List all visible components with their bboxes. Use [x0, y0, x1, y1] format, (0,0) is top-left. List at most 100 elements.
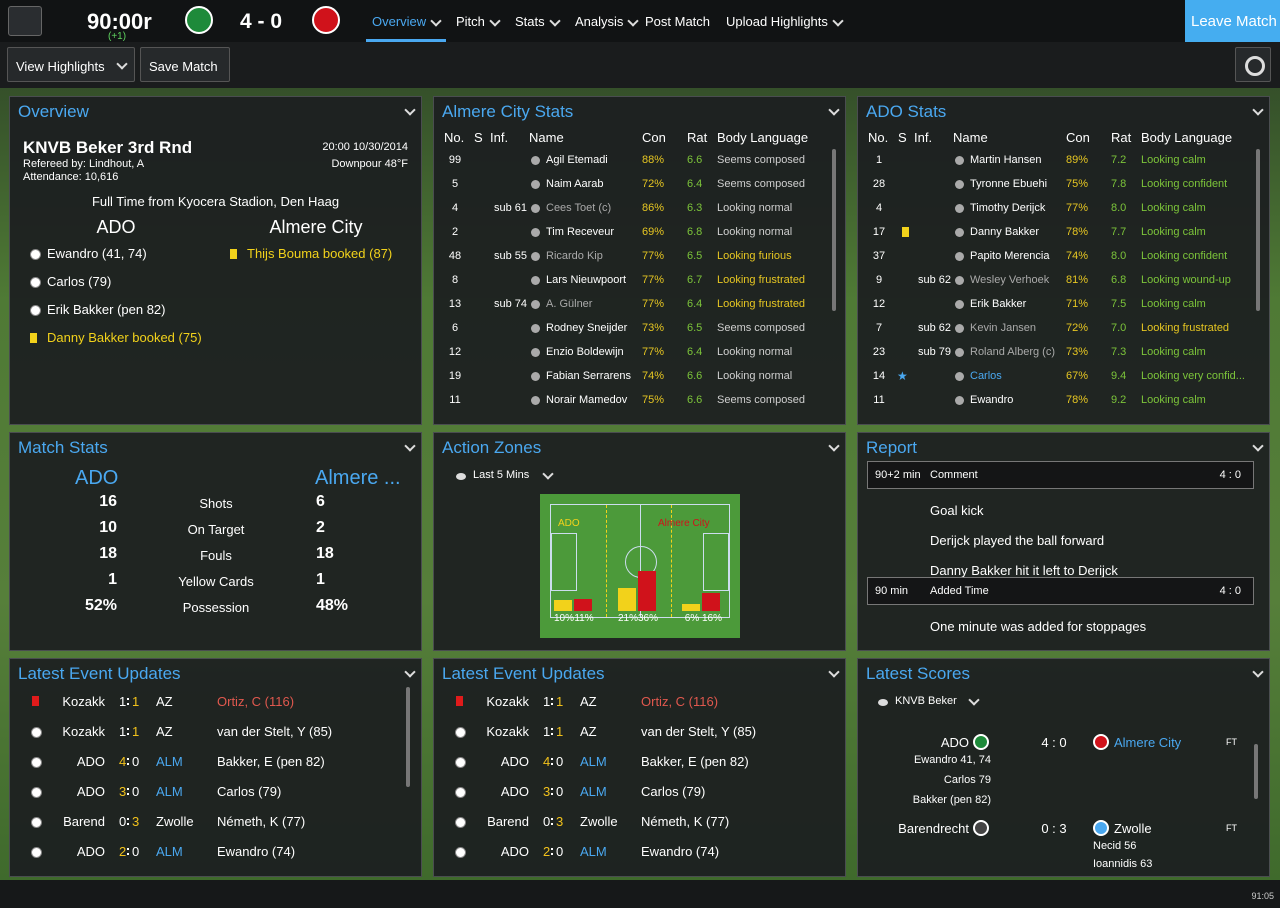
- info-icon: [531, 300, 540, 309]
- home-team[interactable]: ADO: [940, 735, 969, 750]
- chevron[interactable]: [404, 666, 416, 678]
- home-team: Barend: [63, 814, 105, 829]
- condition: 77%: [642, 298, 665, 310]
- save-button[interactable]: Save Match: [140, 47, 230, 82]
- away-stat: 2: [316, 519, 325, 536]
- home-team: ADO: [96, 217, 136, 237]
- goal-icon: [30, 305, 41, 316]
- scorer: Bakker (pen 82): [912, 794, 991, 806]
- player-name[interactable]: Carlos: [970, 370, 1002, 382]
- home-team: ADO: [500, 844, 529, 859]
- home-stat: 1: [108, 571, 117, 588]
- player-name[interactable]: Enzio Boldewijn: [546, 346, 624, 358]
- home-team[interactable]: Barendrecht: [898, 821, 969, 836]
- goal-icon: [455, 817, 466, 828]
- nav-item[interactable]: Post Match: [645, 14, 711, 29]
- goal-icon: [31, 817, 42, 828]
- player-name[interactable]: Ricardo Kip: [546, 250, 603, 262]
- event-description: Németh, K (77): [217, 814, 306, 829]
- chevron[interactable]: [404, 104, 416, 116]
- player-name[interactable]: Tyronne Ebuehi: [970, 178, 1048, 190]
- panel-title[interactable]: Match Stats: [18, 438, 108, 457]
- condition: 73%: [1066, 346, 1089, 358]
- stat-label: Possession: [182, 600, 250, 615]
- chevron[interactable]: [828, 666, 840, 678]
- player-name[interactable]: Kevin Jansen: [970, 322, 1037, 334]
- player-name[interactable]: Agil Etemadi: [546, 154, 608, 166]
- zone-bar: [682, 604, 700, 611]
- player-name[interactable]: Ewandro: [970, 394, 1014, 406]
- player-name[interactable]: Cees Toet (c): [546, 202, 612, 214]
- player-name[interactable]: Papito Merencia: [970, 250, 1050, 262]
- player-name[interactable]: Naim Aarab: [546, 178, 604, 190]
- chevron[interactable]: [828, 104, 840, 116]
- chevron[interactable]: [404, 440, 416, 452]
- added-time: (+1): [108, 31, 127, 42]
- player-stats-panel: Almere City Stats No. S Inf. Name Con Rat Body …: [433, 96, 846, 425]
- player-name[interactable]: Roland Alberg (c): [970, 346, 1055, 358]
- nav-item[interactable]: Analysis: [575, 14, 624, 29]
- settings-button[interactable]: [1235, 47, 1271, 82]
- eye-icon: [456, 473, 466, 480]
- zone-divider: [671, 505, 672, 617]
- chevron[interactable]: [1252, 440, 1264, 452]
- player-name[interactable]: Norair Mamedov: [546, 394, 628, 406]
- highlights-label[interactable]: View Highlights: [16, 59, 105, 74]
- player-name[interactable]: Timothy Derijck: [970, 202, 1046, 214]
- body-language: Looking confident: [1141, 250, 1228, 262]
- leave-button[interactable]: Leave Match: [1185, 0, 1280, 42]
- panel-title[interactable]: Almere City Stats: [442, 102, 574, 121]
- home-team: ADO: [75, 467, 119, 489]
- chevron[interactable]: [968, 694, 980, 706]
- player-name[interactable]: A. Gülner: [546, 298, 593, 310]
- nav-item[interactable]: Stats: [515, 14, 545, 29]
- condition: 77%: [642, 274, 665, 286]
- player-name[interactable]: Danny Bakker: [970, 226, 1040, 238]
- highlights-button[interactable]: View Highlights: [7, 47, 135, 82]
- save-label[interactable]: Save Match: [149, 59, 218, 74]
- goal-icon: [455, 727, 466, 738]
- condition: 72%: [642, 178, 665, 190]
- panel-title[interactable]: Latest Event Updates: [18, 664, 181, 683]
- chevron[interactable]: [828, 440, 840, 452]
- away-team[interactable]: Zwolle: [1114, 821, 1152, 836]
- panel-title[interactable]: Latest Scores: [866, 664, 970, 683]
- chevron[interactable]: [1252, 666, 1264, 678]
- player-name[interactable]: Erik Bakker: [970, 298, 1027, 310]
- player-name[interactable]: Wesley Verhoek: [970, 274, 1050, 286]
- chevron[interactable]: [542, 468, 554, 480]
- filter[interactable]: Last 5 Mins: [473, 469, 530, 481]
- column-header: Con: [642, 130, 666, 145]
- panel-title[interactable]: Overview: [18, 102, 89, 121]
- rating: 6.4: [687, 346, 703, 358]
- home-stat: 10: [99, 519, 117, 536]
- gear-icon: [1245, 56, 1265, 76]
- player-name[interactable]: Martin Hansen: [970, 154, 1042, 166]
- away-score: 3: [556, 814, 564, 829]
- entry-time: 90 min: [875, 585, 909, 597]
- shirt-number: 13: [448, 298, 462, 310]
- panel-title[interactable]: Latest Event Updates: [442, 664, 605, 683]
- home-score: 3: [119, 784, 127, 799]
- player-name[interactable]: Tim Receveur: [546, 226, 615, 238]
- player-name[interactable]: Rodney Sneijder: [546, 322, 628, 334]
- nav-item[interactable]: Pitch: [456, 14, 485, 29]
- panel-title[interactable]: ADO Stats: [866, 102, 947, 121]
- leave-label[interactable]: Leave Match: [1191, 13, 1277, 30]
- panel-title[interactable]: Action Zones: [442, 438, 542, 457]
- away-team: Almere City: [269, 217, 363, 237]
- rating: 8.0: [1111, 250, 1127, 262]
- panel-title[interactable]: Report: [866, 438, 918, 457]
- away-team: AZ: [156, 724, 173, 739]
- nav-item[interactable]: Overview: [372, 14, 427, 29]
- info-icon: [531, 324, 540, 333]
- filter[interactable]: KNVB Beker: [895, 695, 957, 707]
- chevron[interactable]: [1252, 104, 1264, 116]
- nav-item[interactable]: Upload Highlights: [726, 14, 828, 29]
- home-button[interactable]: [8, 6, 42, 36]
- player-name[interactable]: Fabian Serrarens: [546, 370, 631, 382]
- player-name[interactable]: Lars Nieuwpoort: [546, 274, 627, 286]
- card-icon: [902, 227, 909, 237]
- away-team[interactable]: Almere City: [1114, 735, 1182, 750]
- condition: 89%: [1066, 154, 1089, 166]
